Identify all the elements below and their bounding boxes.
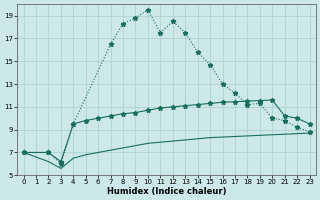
X-axis label: Humidex (Indice chaleur): Humidex (Indice chaleur) (107, 187, 226, 196)
